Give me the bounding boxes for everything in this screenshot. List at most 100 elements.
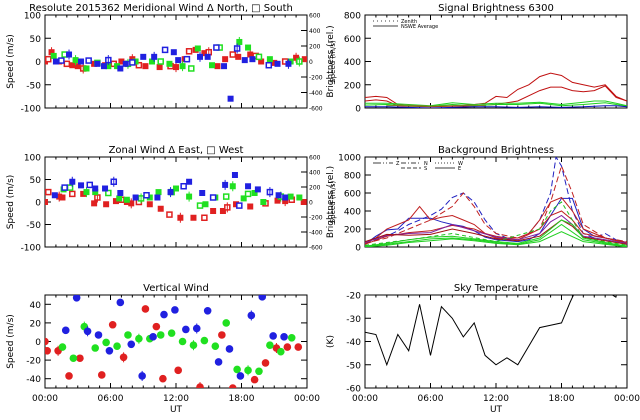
right-y-axis-label: Speed (m/s) <box>329 181 337 224</box>
point-green <box>146 194 153 201</box>
point-red <box>59 194 66 201</box>
data-layer <box>45 295 303 388</box>
line-green-2 <box>365 223 627 247</box>
point-green <box>114 63 121 70</box>
point-blue <box>160 310 168 319</box>
point-green <box>58 343 67 351</box>
point-red <box>74 63 81 70</box>
point-green <box>202 201 209 208</box>
point-green <box>209 62 216 69</box>
x-tick-label: 12:00 <box>483 394 509 404</box>
point-red <box>146 201 153 208</box>
point-red <box>63 60 71 68</box>
point-blue <box>186 178 193 185</box>
x-tick-label: 00:00 <box>614 394 640 404</box>
point-red <box>233 201 240 208</box>
point-blue <box>245 183 252 190</box>
point-green <box>188 65 195 72</box>
point-blue <box>221 63 228 70</box>
point-red <box>135 61 143 69</box>
point-green <box>166 60 173 67</box>
point-red <box>261 359 270 367</box>
point-green <box>255 367 263 376</box>
point-blue <box>102 185 109 192</box>
point-red <box>166 211 173 218</box>
point-green <box>244 190 252 198</box>
x-tick-label: 06:00 <box>418 394 444 404</box>
point-red <box>258 58 265 65</box>
point-green <box>277 347 285 356</box>
point-red <box>190 214 197 221</box>
panel-signal: Signal Brightness 6300 0 200 400 600 800 Brigh… <box>326 3 628 115</box>
point-green <box>105 189 112 197</box>
line-red-dashed <box>365 164 627 244</box>
data-layer <box>45 36 307 102</box>
right-y-tick-label: -600 <box>309 245 323 252</box>
y-tick-label: 0 <box>355 244 361 254</box>
point-green <box>105 63 112 70</box>
point-red <box>65 372 73 380</box>
point-blue <box>254 186 261 193</box>
y-axis-label: (K) <box>326 335 336 348</box>
point-blue <box>280 333 288 341</box>
right-y-tick-label: -600 <box>309 106 323 113</box>
data-layer <box>45 172 307 223</box>
point-red <box>108 320 117 329</box>
data-layer <box>365 157 627 247</box>
y-tick-label: -20 <box>26 357 41 367</box>
point-red <box>222 56 229 63</box>
y-tick-label: 200 <box>344 81 361 91</box>
point-blue <box>116 298 125 307</box>
point-blue <box>132 194 139 201</box>
point-green <box>251 190 258 196</box>
point-green <box>287 193 294 200</box>
point-green <box>233 365 241 374</box>
point-red <box>228 384 237 388</box>
line-green-1 <box>365 100 627 107</box>
point-red <box>283 343 292 351</box>
panel-vertical: Vertical Wind -40 -20 0 20 40 Speed (m/s) 00:00… <box>6 283 320 415</box>
y-tick-label: 400 <box>344 58 361 68</box>
right-y-tick-label: 200 <box>309 185 321 192</box>
chart-title: Resolute 2015362 Meridional Wind Δ North… <box>29 3 293 14</box>
y-tick-label: 600 <box>344 190 361 200</box>
line-blue-dashed <box>365 157 627 243</box>
y-tick-label: -30 <box>346 315 361 325</box>
point-red <box>156 64 163 71</box>
legend: Z NS WE <box>373 161 463 172</box>
y-tick-label: -100 <box>21 244 42 254</box>
x-tick-label: 00:00 <box>352 394 378 404</box>
point-red <box>174 366 182 375</box>
data-layer <box>365 295 617 367</box>
point-red <box>201 214 208 221</box>
point-blue <box>231 172 238 178</box>
x-axis-label: UT <box>490 405 503 415</box>
point-green <box>260 199 267 205</box>
right-y-tick-label: 600 <box>309 13 321 20</box>
point-blue <box>161 46 169 54</box>
point-red <box>247 203 254 210</box>
line-blue <box>365 105 627 108</box>
point-blue <box>213 44 220 51</box>
point-blue <box>274 60 281 67</box>
point-red <box>219 208 226 214</box>
right-y-tick-label: 0 <box>309 59 313 66</box>
y-tick-label: 50 <box>30 35 42 45</box>
legend-label: W <box>458 161 463 167</box>
point-blue <box>86 181 94 189</box>
point-green <box>132 58 139 65</box>
point-blue <box>209 194 217 201</box>
y-tick-label: 100 <box>24 12 41 22</box>
y-axis-label: Speed (m/s) <box>6 34 16 89</box>
y-tick-label: 40 <box>30 301 42 311</box>
y-tick-label: -50 <box>346 361 361 371</box>
y-tick-label: -100 <box>21 105 42 115</box>
point-red <box>97 371 106 379</box>
point-green <box>157 58 164 65</box>
point-blue <box>129 59 136 66</box>
point-green <box>211 342 220 350</box>
point-green <box>255 53 263 61</box>
point-blue <box>154 194 161 201</box>
y-tick-label: 800 <box>344 172 361 182</box>
point-green <box>196 202 204 209</box>
